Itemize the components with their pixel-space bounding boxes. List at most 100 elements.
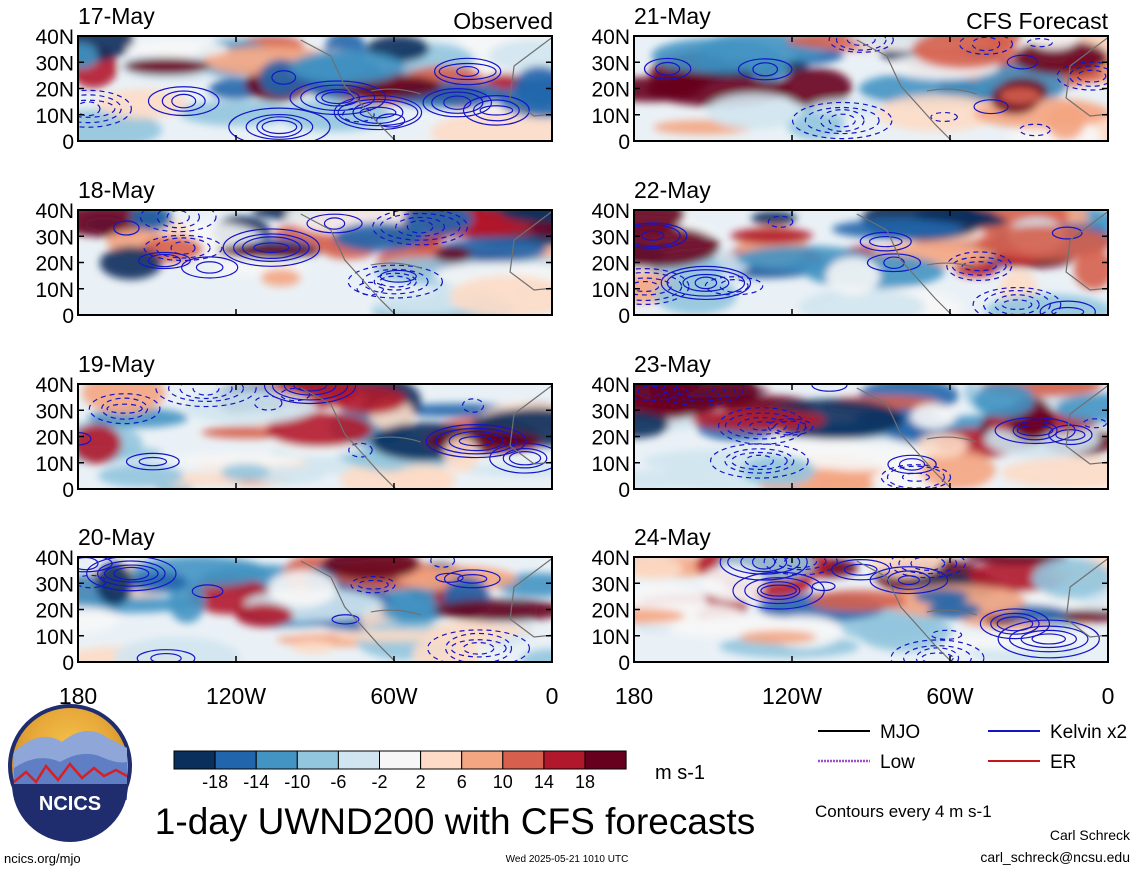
legend-label: ER <box>1050 752 1076 773</box>
kelvin-contour <box>271 70 297 85</box>
kelvin-contour <box>479 105 514 116</box>
caribbean-islands <box>926 436 977 443</box>
coastline <box>856 213 953 315</box>
panel-date: 19-May <box>78 351 155 377</box>
kelvin-contour <box>427 629 531 662</box>
kelvin-contour <box>443 95 472 110</box>
kelvin-contour <box>143 234 223 262</box>
kelvin-contour <box>161 90 206 112</box>
kelvin-contour <box>337 98 419 127</box>
kelvin-contour <box>1056 61 1108 91</box>
map-panel: 40N 30N 20N 10N 0 19-May <box>35 351 553 502</box>
kelvin-contour <box>333 94 423 131</box>
kelvin-contour <box>727 557 801 575</box>
y-tick-label: 30N <box>35 573 74 596</box>
wind-shading <box>78 36 552 141</box>
kelvin-contour <box>869 566 949 595</box>
coastline <box>300 39 397 141</box>
kelvin-contour <box>958 36 1014 55</box>
kelvin-contour <box>192 384 220 396</box>
y-tick-label: 10N <box>35 453 74 476</box>
panel-date: 21-May <box>634 3 711 29</box>
y-tick-label: 0 <box>62 305 74 328</box>
kelvin-contour <box>898 458 926 471</box>
x-tick-label: 60W <box>370 683 418 709</box>
y-tick-label: 20N <box>35 600 74 623</box>
kelvin-contour <box>443 569 501 589</box>
kelvin-contour <box>1019 123 1051 137</box>
y-tick-label: 20N <box>591 79 630 102</box>
kelvin-contour <box>1012 420 1058 441</box>
kelvin-contour <box>168 384 244 402</box>
kelvin-contour <box>150 652 182 662</box>
x-tick-label: 0 <box>1102 683 1115 709</box>
kelvin-contour <box>253 242 290 253</box>
kelvin-contour <box>306 213 363 234</box>
kelvin-contour <box>673 384 727 399</box>
map-panel: 40N 30N 20N 10N 0 21-May <box>591 3 1109 154</box>
author-email[interactable]: carl_schreck@ncsu.edu <box>980 849 1130 865</box>
kelvin-contour <box>425 424 527 459</box>
kelvin-contour <box>737 58 793 81</box>
kelvin-contour <box>718 407 807 445</box>
kelvin-contour <box>125 452 180 471</box>
kelvin-contour <box>181 256 239 279</box>
kelvin-contour <box>732 571 825 610</box>
kelvin-contour <box>971 36 1001 52</box>
kelvin-contour <box>195 261 224 274</box>
kelvin-contour <box>1001 299 1033 311</box>
y-tick-label: 30N <box>35 52 74 75</box>
ncics-link[interactable]: ncics.org/mjo <box>4 851 81 866</box>
kelvin-contour <box>155 237 211 259</box>
panel-date: 18-May <box>78 177 155 203</box>
kelvin-contour <box>458 435 494 447</box>
kelvin-contour <box>435 427 517 455</box>
kelvin-contour <box>744 577 813 605</box>
kelvin-contour <box>289 80 386 116</box>
kelvin-contour <box>910 557 946 571</box>
map-panel: 40N 30N 20N 10N 0 18-May <box>35 177 553 328</box>
x-tick-label: 120W <box>206 683 266 709</box>
kelvin-contour <box>331 614 360 625</box>
panel-date: 17-May <box>78 3 155 29</box>
kelvin-contour <box>740 557 788 573</box>
figure-title: 1-day UWND200 with CFS forecasts <box>155 801 755 842</box>
x-tick-label: 60W <box>926 683 974 709</box>
kelvin-contour <box>242 236 301 260</box>
y-tick-label: 30N <box>591 400 630 423</box>
kelvin-contour <box>666 269 746 297</box>
kelvin-contour <box>831 559 891 581</box>
y-tick-label: 0 <box>618 305 630 328</box>
kelvin-contour <box>462 95 530 126</box>
kelvin-contour <box>147 86 220 117</box>
panels-layer: 40N30N20N10N017-May40N30N20N10N018-May40… <box>35 3 1115 709</box>
map-panel: 40N 30N 20N 10N 0 24-May <box>591 524 1109 675</box>
y-tick-label: 40N <box>35 26 74 49</box>
caribbean-islands <box>926 262 977 269</box>
kelvin-contour <box>835 36 887 51</box>
kelvin-contour <box>293 384 327 392</box>
observed-label: Observed <box>453 8 553 34</box>
kelvin-contour <box>767 418 814 436</box>
africa-coast <box>509 557 552 638</box>
kelvin-contour <box>1055 429 1086 441</box>
y-tick-label: 10N <box>35 279 74 302</box>
colorbar-units: m s-1 <box>655 762 705 784</box>
kelvin-contour <box>372 210 469 246</box>
kelvin-contour <box>990 612 1040 635</box>
colorbar-label: -14 <box>243 772 269 792</box>
colorbar-cell <box>502 750 545 770</box>
kelvin-contour <box>719 278 749 293</box>
kelvin-contour <box>655 384 745 407</box>
kelvin-contour <box>263 384 357 405</box>
kelvin-contour <box>272 384 349 401</box>
kelvin-contour <box>634 277 672 296</box>
kelvin-contour <box>155 384 257 408</box>
kelvin-contour <box>756 581 801 600</box>
logo-text: NCICS <box>39 793 101 815</box>
kelvin-contour <box>191 584 224 599</box>
kelvin-contour <box>171 93 197 109</box>
kelvin-contour <box>379 212 461 241</box>
contour-note: Contours every 4 m s-1 <box>815 802 992 821</box>
